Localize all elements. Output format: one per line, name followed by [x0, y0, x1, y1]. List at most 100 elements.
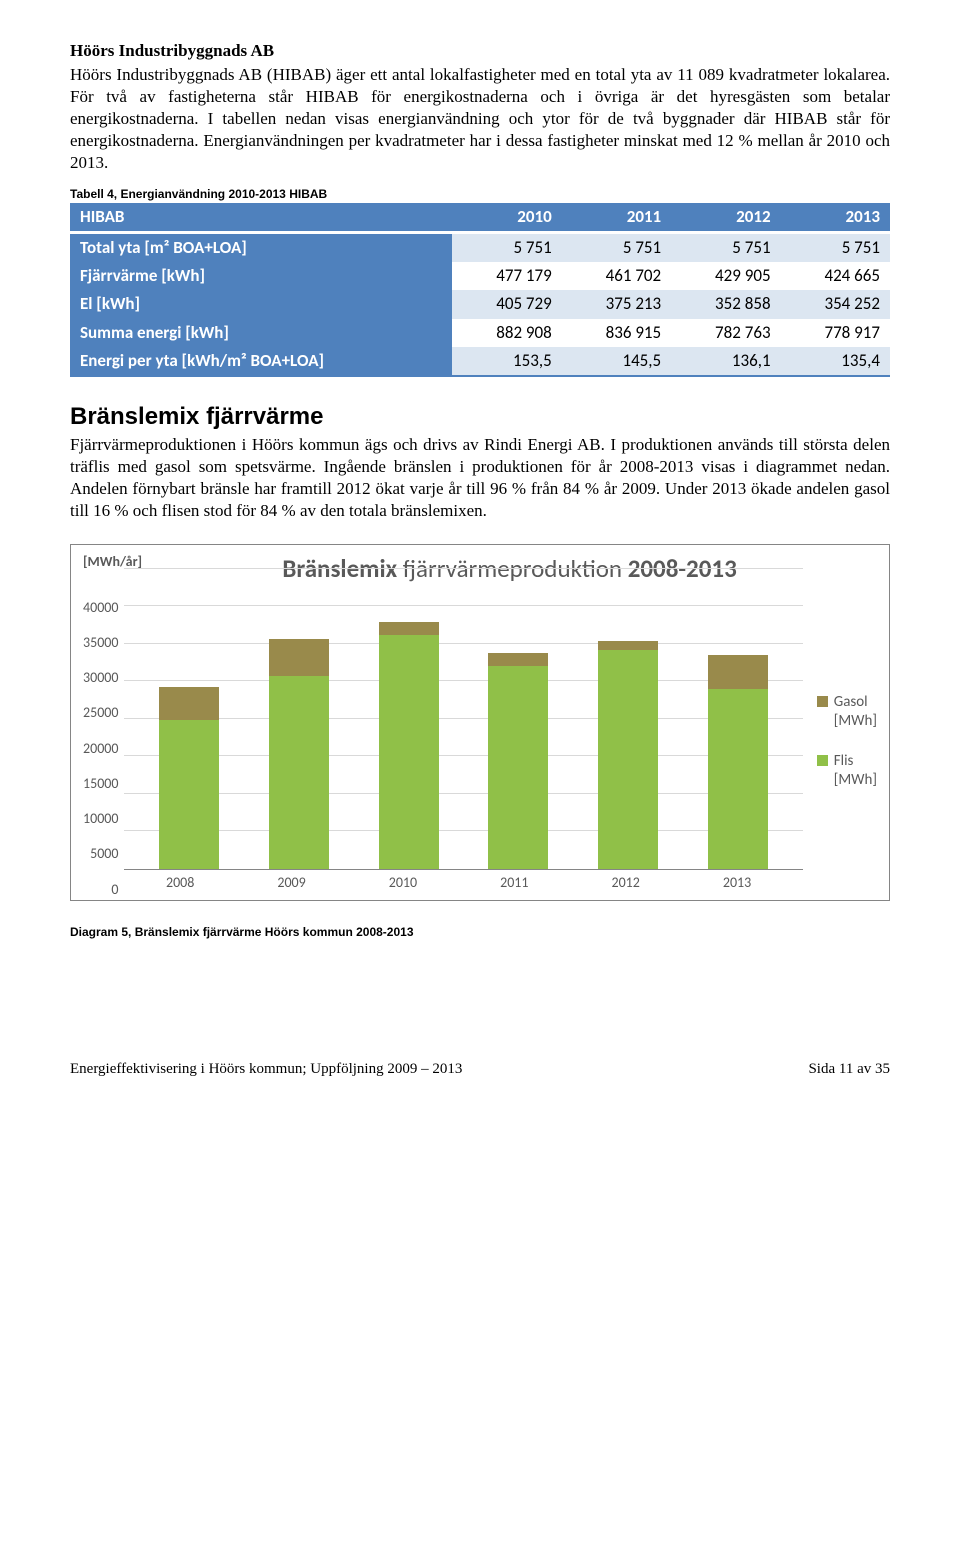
table-row: Total yta [m² BOA+LOA]5 7515 7515 7515 7…	[70, 233, 890, 263]
bar-column	[269, 639, 329, 869]
x-axis: 2008 2009 2010 2011 2012 2013	[124, 870, 802, 892]
table-header: 2012	[671, 203, 780, 233]
footer-left: Energieffektivisering i Höörs kommun; Up…	[70, 1060, 462, 1080]
row-value: 461 702	[562, 262, 671, 290]
gridline	[124, 680, 802, 681]
row-value: 5 751	[452, 233, 561, 263]
bar-segment-flis	[159, 720, 219, 869]
chart-legend: Gasol[MWh] Flis[MWh]	[803, 592, 877, 892]
row-label: Summa energi [kWh]	[70, 319, 452, 347]
legend-color-gasol	[817, 696, 828, 707]
chart-container: [MWh/år] Bränslemix fjärrvärmeproduktion…	[70, 544, 890, 901]
row-value: 778 917	[781, 319, 890, 347]
gridline	[124, 718, 802, 719]
bar-segment-gasol	[708, 655, 768, 690]
gridline	[124, 643, 802, 644]
row-value: 5 751	[671, 233, 780, 263]
y-tick: 0	[111, 881, 118, 899]
y-axis: 4000035000300002500020000150001000050000	[83, 592, 124, 892]
x-tick: 2009	[262, 874, 322, 892]
table-header-row: HIBAB 2010 2011 2012 2013	[70, 203, 890, 233]
y-tick: 5000	[90, 845, 118, 863]
row-value: 135,4	[781, 347, 890, 376]
bar-column	[159, 687, 219, 869]
gridline	[124, 830, 802, 831]
y-tick: 25000	[83, 704, 118, 722]
gridline	[124, 793, 802, 794]
section1-heading: Höörs Industribyggnads AB	[70, 40, 890, 62]
legend-unit: [MWh]	[834, 771, 877, 789]
x-tick: 2011	[484, 874, 544, 892]
row-value: 882 908	[452, 319, 561, 347]
x-tick: 2012	[596, 874, 656, 892]
row-value: 375 213	[562, 290, 671, 318]
row-value: 836 915	[562, 319, 671, 347]
row-value: 5 751	[781, 233, 890, 263]
row-value: 424 665	[781, 262, 890, 290]
gridline	[124, 755, 802, 756]
page-footer: Energieffektivisering i Höörs kommun; Up…	[70, 1060, 890, 1080]
bar-segment-gasol	[379, 622, 439, 636]
row-value: 782 763	[671, 319, 780, 347]
chart-title-part: 2008-2013	[628, 553, 737, 584]
chart-title-part: fjärrvärmeproduktion	[397, 553, 628, 584]
table-header: 2010	[452, 203, 561, 233]
bar-segment-gasol	[598, 641, 658, 650]
gridline	[124, 605, 802, 606]
chart-caption: Diagram 5, Bränslemix fjärrvärme Höörs k…	[70, 925, 890, 941]
row-value: 429 905	[671, 262, 780, 290]
row-label: Energi per yta [kWh/m² BOA+LOA]	[70, 347, 452, 376]
table-caption: Tabell 4, Energianvändning 2010-2013 HIB…	[70, 187, 890, 203]
section2-heading: Bränslemix fjärrvärme	[70, 401, 890, 432]
y-axis-label: [MWh/år]	[83, 553, 142, 571]
table-header: 2013	[781, 203, 890, 233]
bar-segment-gasol	[159, 687, 219, 720]
row-label: Total yta [m² BOA+LOA]	[70, 233, 452, 263]
bar-segment-gasol	[269, 639, 329, 676]
hibab-table: HIBAB 2010 2011 2012 2013 Total yta [m² …	[70, 203, 890, 377]
bar-segment-flis	[269, 676, 329, 869]
chart-title: Bränslemix fjärrvärmeproduktion 2008-201…	[142, 553, 877, 586]
table-row: Energi per yta [kWh/m² BOA+LOA]153,5145,…	[70, 347, 890, 376]
legend-item-gasol: Gasol[MWh]	[817, 693, 877, 732]
table-row: Summa energi [kWh]882 908836 915782 7637…	[70, 319, 890, 347]
table-row: El [kWh]405 729375 213352 858354 252	[70, 290, 890, 318]
y-tick: 10000	[83, 810, 118, 828]
row-value: 153,5	[452, 347, 561, 376]
legend-label: Flis	[834, 752, 854, 770]
row-value: 477 179	[452, 262, 561, 290]
x-tick: 2013	[707, 874, 767, 892]
y-tick: 20000	[83, 740, 118, 758]
bar-segment-flis	[708, 689, 768, 868]
bar-column	[379, 622, 439, 869]
y-tick: 30000	[83, 669, 118, 687]
bar-segment-flis	[379, 635, 439, 868]
legend-color-flis	[817, 755, 828, 766]
bar-column	[598, 641, 658, 869]
row-label: El [kWh]	[70, 290, 452, 318]
legend-unit: [MWh]	[834, 712, 877, 730]
row-value: 405 729	[452, 290, 561, 318]
footer-right: Sida 11 av 35	[808, 1060, 890, 1080]
bar-segment-flis	[488, 666, 548, 869]
chart-title-part: Bränslemix	[282, 553, 397, 584]
legend-label: Gasol	[834, 693, 868, 711]
x-tick: 2008	[150, 874, 210, 892]
table-row: Fjärrvärme [kWh]477 179461 702429 905424…	[70, 262, 890, 290]
row-label: Fjärrvärme [kWh]	[70, 262, 452, 290]
bar-column	[708, 655, 768, 869]
bar-column	[488, 653, 548, 868]
section2-para: Fjärrvärmeproduktionen i Höörs kommun äg…	[70, 434, 890, 522]
x-tick: 2010	[373, 874, 433, 892]
row-value: 136,1	[671, 347, 780, 376]
table-header: HIBAB	[70, 203, 452, 233]
y-tick: 15000	[83, 775, 118, 793]
y-tick: 35000	[83, 634, 118, 652]
bar-segment-gasol	[488, 653, 548, 666]
y-tick: 40000	[83, 599, 118, 617]
table-header: 2011	[562, 203, 671, 233]
row-value: 352 858	[671, 290, 780, 318]
row-value: 354 252	[781, 290, 890, 318]
row-value: 5 751	[562, 233, 671, 263]
bar-segment-flis	[598, 650, 658, 869]
